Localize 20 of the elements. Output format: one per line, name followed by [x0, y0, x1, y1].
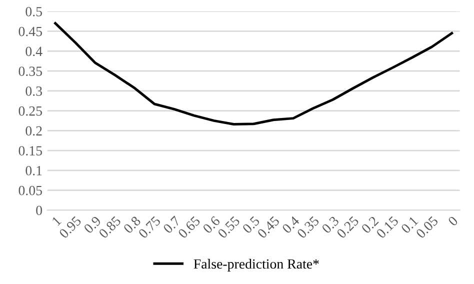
- x-tick-label: 0.25: [336, 216, 360, 239]
- line-series: [54, 22, 454, 126]
- y-tick-label: 0: [36, 206, 42, 216]
- x-tick-label: 0.35: [296, 216, 320, 239]
- x-tick-label: 0.55: [217, 216, 240, 239]
- y-tick-label: 0.15: [18, 146, 42, 156]
- y-tick-label: 0.25: [18, 106, 42, 116]
- x-tick-label: 0: [448, 216, 458, 226]
- y-tick-label: 0.35: [18, 66, 42, 76]
- y-tick-label: 0.45: [18, 26, 42, 36]
- y-tick-label: 0.05: [18, 186, 42, 196]
- y-tick-label: 0.2: [26, 126, 42, 136]
- y-tick-label: 0.5: [26, 6, 42, 16]
- legend-label: False-prediction Rate*: [194, 258, 319, 272]
- y-tick-label: 0.4: [26, 46, 42, 56]
- x-tick-label: 0.65: [178, 216, 201, 239]
- y-tick-label: 0.3: [26, 86, 42, 96]
- x-tick-label: 0.45: [256, 216, 280, 239]
- x-tick-label: 0.85: [98, 216, 122, 239]
- y-tick-label: 0.1: [26, 166, 42, 176]
